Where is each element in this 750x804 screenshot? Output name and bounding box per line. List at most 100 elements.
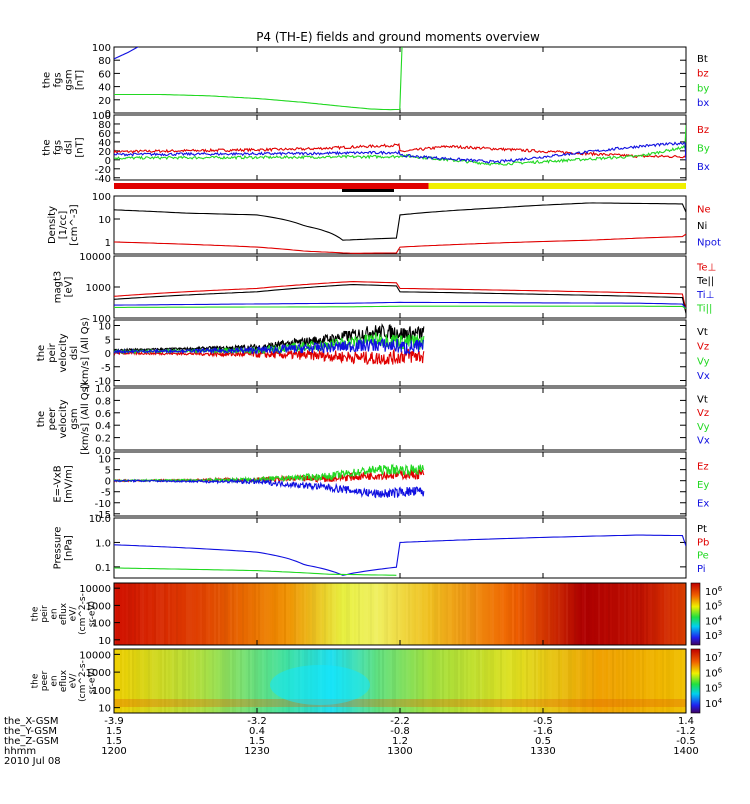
spectrogram-column	[280, 583, 282, 645]
series-group	[114, 323, 425, 366]
spectrogram-column	[154, 583, 156, 645]
panel-peir_velocity	[113, 319, 687, 387]
spectrogram-column	[572, 583, 574, 645]
legend-entry: Vy	[697, 356, 710, 367]
panel-frame	[113, 255, 687, 319]
y-axis-label: peir	[47, 342, 58, 362]
spectrogram-column	[204, 583, 206, 645]
spectrogram-column	[122, 649, 124, 713]
spectrogram-column	[396, 583, 398, 645]
spectrogram-column	[296, 583, 298, 645]
spectrogram-column	[172, 583, 174, 645]
legend-entry: Pe	[697, 551, 709, 562]
colorbar-tick-label: 103	[705, 629, 722, 642]
spectrogram-column	[598, 583, 600, 645]
spectrogram-column	[174, 583, 176, 645]
ephemeris-label: 2010 Jul 08	[4, 756, 61, 767]
legend-entry: Vx	[697, 436, 710, 447]
spectrogram-column	[400, 583, 402, 645]
spectrogram-column	[118, 583, 120, 645]
y-axis-label: [nPa]	[64, 535, 75, 561]
spectrogram-column	[450, 583, 452, 645]
y-axis-label: eflux	[59, 602, 69, 625]
spectrogram-column	[362, 583, 364, 645]
spectrogram-column	[604, 583, 606, 645]
legend-entry: By	[697, 144, 710, 155]
spectrogram-column	[588, 583, 590, 645]
series-Vz	[114, 348, 425, 366]
spectrogram-column	[360, 583, 362, 645]
spectrogram-column	[622, 583, 624, 645]
spectrogram-column	[664, 583, 666, 645]
spectrogram-column	[634, 583, 636, 645]
spectrogram-column	[568, 583, 570, 645]
spectrogram-column	[642, 583, 644, 645]
series-Pe	[114, 567, 397, 576]
y-axis-label: Pressure	[53, 527, 64, 570]
y-axis-label: magt3	[53, 271, 64, 304]
y-axis-label: E=-VxB	[53, 465, 64, 502]
legend-entry: Vt	[697, 394, 708, 405]
spectrogram-column	[468, 583, 470, 645]
colorbar-tick-label: 106	[705, 585, 723, 598]
spectrogram-column	[676, 583, 678, 645]
spectrogram-column	[574, 583, 576, 645]
series-Ni	[114, 202, 686, 241]
legend-entry: Ni	[697, 221, 707, 232]
spectrogram-column	[116, 583, 118, 645]
spectrogram-column	[594, 583, 596, 645]
spectrogram-column	[352, 583, 354, 645]
spectrogram-column	[136, 583, 138, 645]
spectrogram-peir_en_eflux	[113, 582, 701, 646]
spectrogram-column	[248, 649, 250, 713]
spectrogram-column	[148, 583, 150, 645]
spectrogram-column	[390, 583, 392, 645]
spectrogram-column	[442, 583, 444, 645]
spectrogram-column	[558, 583, 560, 645]
y-tick-label: 5	[105, 466, 111, 477]
panel-frame	[113, 195, 687, 255]
spectrogram-column	[176, 649, 178, 713]
spectrogram-column	[190, 583, 192, 645]
y-axis-label: sr-eV)	[88, 668, 98, 694]
spectrogram-column	[258, 583, 260, 645]
spectrogram-column	[218, 583, 220, 645]
spectrogram-column	[528, 583, 530, 645]
spectrogram-column	[500, 583, 502, 645]
spectrogram-column	[244, 649, 246, 713]
spectrogram-column	[590, 583, 592, 645]
legend-entry: Ez	[697, 462, 709, 473]
spectrogram-column	[404, 583, 406, 645]
spectrogram-column	[658, 583, 660, 645]
spectrogram-column	[606, 583, 608, 645]
legend-entry: Ex	[697, 498, 709, 509]
spectrogram-column	[474, 583, 476, 645]
spectrogram-column	[570, 583, 572, 645]
y-tick-label: -5	[101, 363, 111, 374]
spectrogram-column	[592, 583, 594, 645]
spectrogram-column	[380, 583, 382, 645]
spectrogram-column	[636, 583, 638, 645]
spectrogram-column	[142, 583, 144, 645]
spectrogram-column	[254, 583, 256, 645]
spectrogram-column	[368, 583, 370, 645]
spectrogram-column	[486, 583, 488, 645]
spectrogram-column	[144, 583, 146, 645]
quality-bar	[114, 183, 686, 192]
spectrogram-column	[458, 583, 460, 645]
spectrogram-column	[336, 583, 338, 645]
spectrogram-column	[466, 583, 468, 645]
y-tick-label: 60	[98, 69, 111, 80]
spectrogram-column	[582, 583, 584, 645]
spectrogram-column	[388, 583, 390, 645]
spectrogram-column	[216, 583, 218, 645]
spectrogram-low-band	[114, 699, 686, 707]
y-axis-label: gsm	[69, 408, 80, 429]
spectrogram-column	[132, 583, 134, 645]
spectrogram-column	[162, 583, 164, 645]
spectrogram-column	[616, 583, 618, 645]
legend-entry: Ey	[697, 480, 709, 491]
spectrogram-column	[584, 583, 586, 645]
spectrogram-column	[482, 583, 484, 645]
spectrogram-column	[366, 583, 368, 645]
